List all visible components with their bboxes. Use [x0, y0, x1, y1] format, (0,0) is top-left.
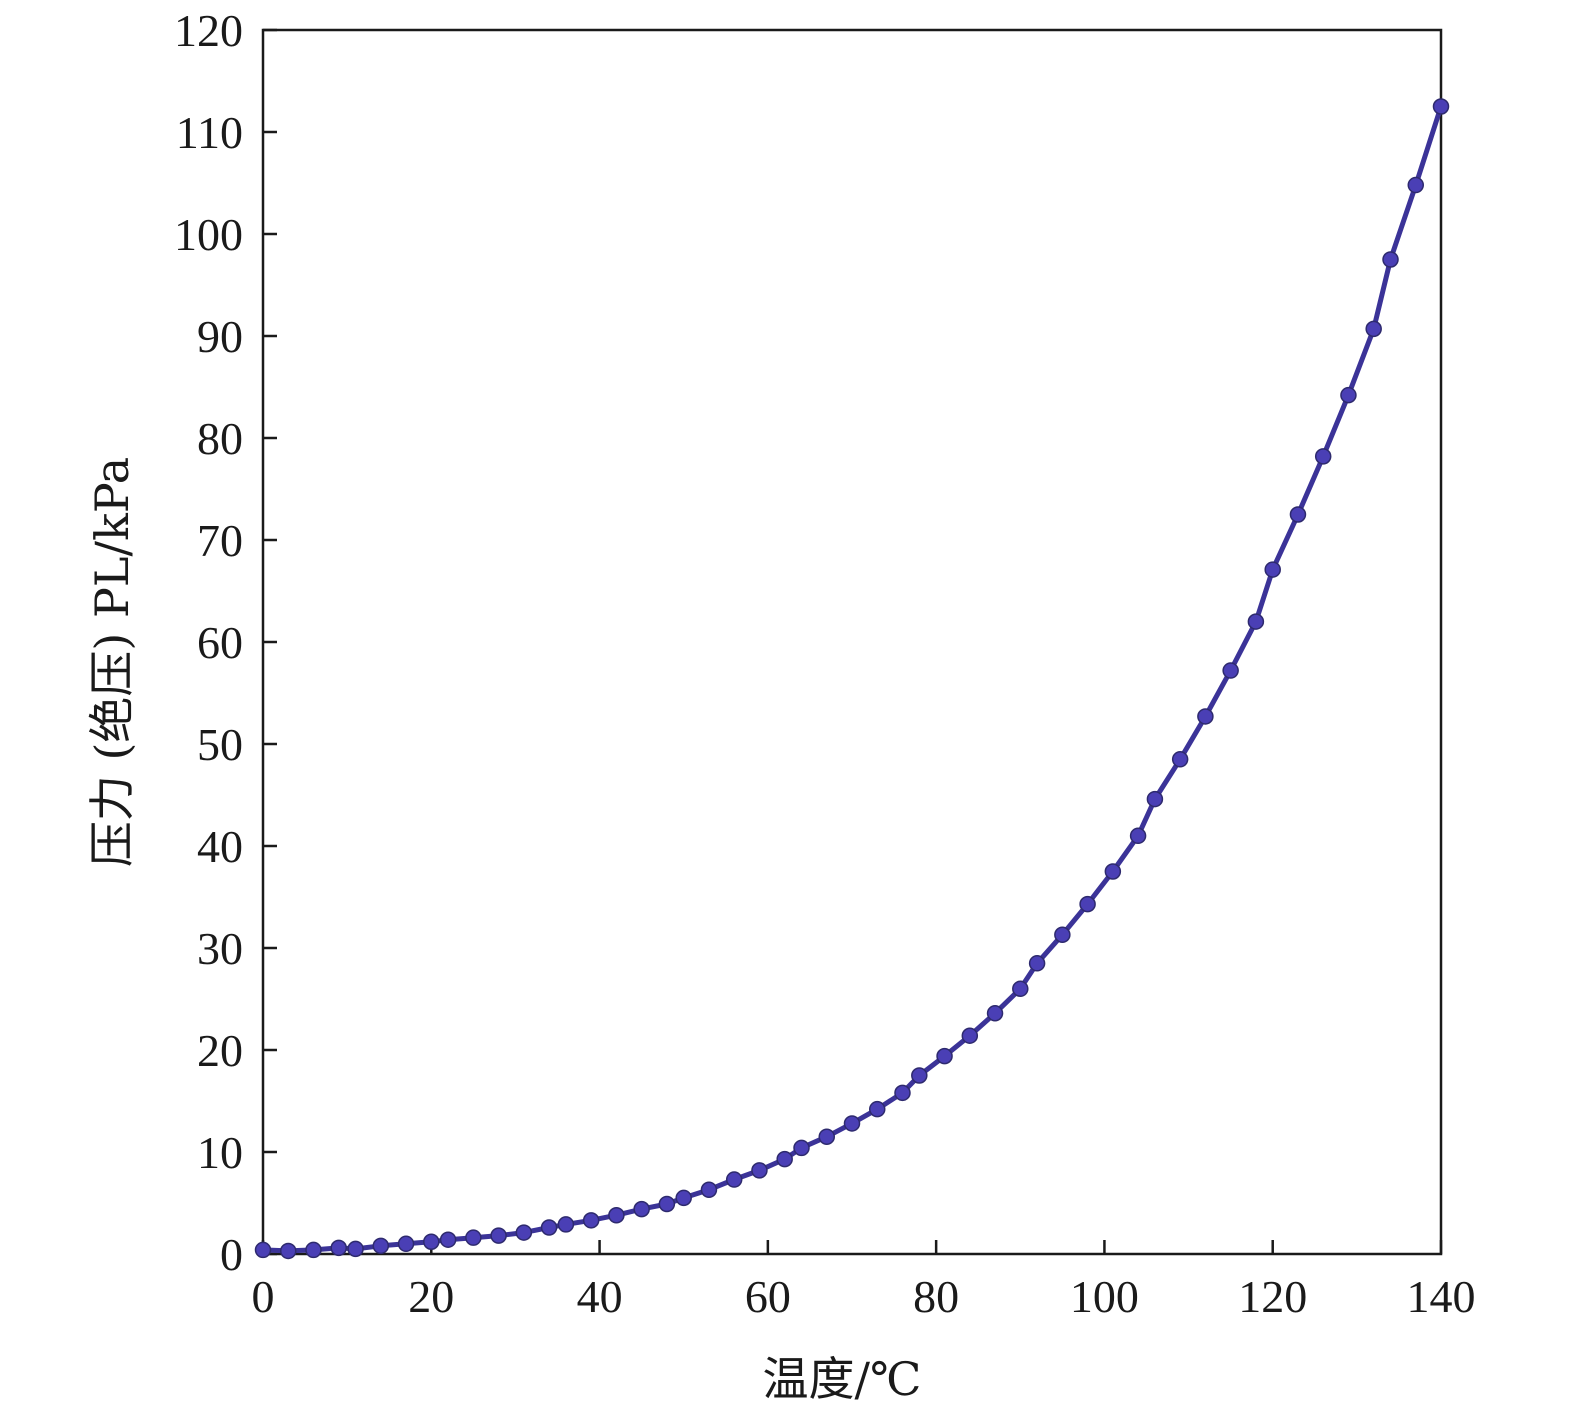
data-point — [465, 1229, 482, 1246]
data-point — [776, 1150, 793, 1168]
data-point — [1222, 662, 1239, 679]
data-point — [1012, 980, 1029, 998]
data-point — [1197, 708, 1214, 725]
x-tick-label: 20 — [408, 1271, 454, 1322]
y-tick-label: 20 — [197, 1025, 243, 1076]
x-axis-title: 温度/℃ — [763, 1352, 922, 1406]
data-point — [397, 1235, 415, 1253]
data-point — [608, 1206, 625, 1224]
data-point — [1432, 98, 1450, 115]
y-tick-label: 60 — [197, 617, 243, 668]
data-point — [1079, 895, 1096, 913]
y-tick-label: 40 — [197, 821, 243, 872]
data-point — [254, 1241, 272, 1259]
data-point — [751, 1162, 768, 1179]
data-point — [279, 1242, 297, 1260]
data-point — [305, 1241, 322, 1259]
y-tick-label: 80 — [197, 413, 243, 464]
data-point — [423, 1233, 440, 1251]
data-point — [1289, 506, 1307, 523]
data-point — [330, 1239, 347, 1257]
data-point — [439, 1231, 457, 1248]
data-point — [1028, 955, 1046, 972]
x-tick-label: 100 — [1070, 1271, 1139, 1322]
data-point — [582, 1212, 600, 1229]
data-point — [1171, 751, 1189, 768]
y-tick-label: 10 — [197, 1127, 243, 1178]
data-point — [490, 1227, 507, 1244]
data-point — [372, 1237, 390, 1255]
data-point — [1407, 176, 1425, 194]
data-point — [1340, 386, 1357, 404]
y-tick-label: 50 — [197, 719, 243, 770]
data-point — [700, 1181, 718, 1198]
y-tick-label: 110 — [176, 107, 243, 158]
data-point — [894, 1084, 911, 1102]
data-point — [818, 1128, 836, 1145]
data-point — [843, 1115, 861, 1132]
data-point — [868, 1100, 886, 1118]
data-point — [1247, 613, 1265, 630]
data-point — [1365, 320, 1382, 338]
data-point — [911, 1067, 928, 1084]
y-tick-label: 120 — [174, 5, 243, 56]
data-point — [1264, 561, 1281, 578]
data-point — [675, 1189, 692, 1207]
axes-layer — [261, 28, 1443, 1256]
x-tick-label: 80 — [913, 1271, 959, 1322]
series-line — [260, 104, 1444, 1254]
data-point — [793, 1139, 810, 1157]
data-point — [557, 1216, 575, 1233]
data-point — [658, 1195, 676, 1213]
data-point — [1104, 863, 1122, 880]
y-tick-label: 70 — [197, 515, 243, 566]
data-point — [633, 1200, 650, 1218]
plot-frame — [261, 28, 1443, 1256]
series-layer — [254, 98, 1450, 1260]
labels-layer: 0 20 40 60 80 100 120 140 0 10 20 30 40 50 60 70 80 90 100… — [85, 5, 1476, 1406]
y-tick-label: 100 — [174, 209, 243, 260]
x-tick-label: 60 — [745, 1271, 791, 1322]
data-point — [1314, 448, 1332, 465]
y-tick-label: 30 — [197, 923, 243, 974]
y-axis-title: 压力 (绝压) PL/kPa — [85, 457, 139, 867]
data-point — [515, 1224, 533, 1241]
x-tick-label: 140 — [1407, 1271, 1476, 1322]
data-point — [540, 1219, 558, 1236]
y-tick-label: 0 — [220, 1229, 243, 1280]
data-point — [1054, 926, 1071, 943]
data-point — [961, 1027, 979, 1044]
x-tick-label: 120 — [1238, 1271, 1307, 1322]
y-tick-label: 90 — [197, 311, 243, 362]
data-point — [986, 1005, 1004, 1022]
data-point — [1129, 827, 1147, 845]
data-point — [1146, 790, 1164, 808]
data-point — [725, 1171, 743, 1188]
x-tick-label: 40 — [577, 1271, 623, 1322]
x-tick-label: 0 — [252, 1271, 275, 1322]
data-point — [347, 1240, 364, 1258]
data-point — [936, 1047, 953, 1065]
data-point — [1382, 251, 1399, 268]
